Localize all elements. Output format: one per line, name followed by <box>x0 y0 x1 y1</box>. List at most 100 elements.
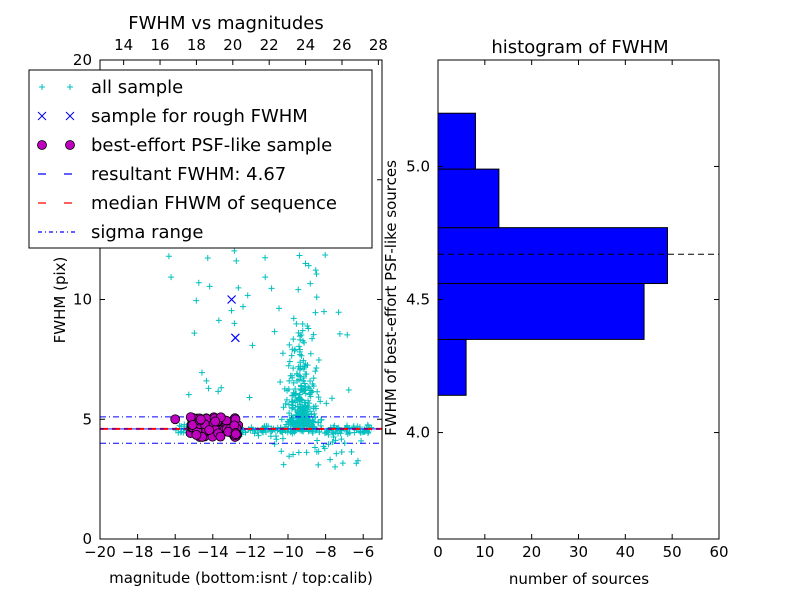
sample-point <box>279 435 286 442</box>
sample-point <box>299 422 306 429</box>
sample-point <box>286 358 293 365</box>
sample-point <box>191 330 198 337</box>
y-tick-label: 4.0 <box>406 424 430 442</box>
sample-point <box>268 285 275 292</box>
sample-point <box>293 412 300 419</box>
sample-point <box>289 398 296 405</box>
psf-sample-markers <box>170 412 244 442</box>
sample-point <box>298 352 305 359</box>
top-tick-label: 24 <box>296 36 315 54</box>
sample-point <box>296 366 303 373</box>
sample-point <box>312 368 319 375</box>
sample-point <box>277 378 284 385</box>
sample-point <box>295 363 302 370</box>
sample-point <box>288 352 295 359</box>
psf-sample-point <box>210 416 221 427</box>
sample-point <box>235 284 242 291</box>
x-tick-label: −16 <box>159 543 191 561</box>
sample-point <box>301 387 308 394</box>
legend-item: all sample <box>39 77 183 98</box>
legend-marker <box>65 140 75 150</box>
legend-label: all sample <box>91 77 183 98</box>
x-tick-label: 20 <box>522 543 541 561</box>
sample-point <box>262 254 269 261</box>
top-tick-label: 18 <box>187 36 206 54</box>
y-tick-label: 10 <box>73 291 92 309</box>
sample-point <box>283 396 290 403</box>
sample-point <box>293 370 300 377</box>
sample-point <box>329 395 336 402</box>
sample-point <box>331 422 338 429</box>
x-tick-label: 60 <box>709 543 728 561</box>
sample-point <box>198 369 205 376</box>
sample-point <box>305 262 312 269</box>
sample-point <box>307 377 314 384</box>
sample-point <box>327 456 334 463</box>
psf-sample-point <box>185 412 196 423</box>
sample-point <box>195 279 202 286</box>
x-tick-label: 50 <box>663 543 682 561</box>
sample-point <box>271 441 278 448</box>
sample-point <box>357 428 364 435</box>
sample-point <box>302 383 309 390</box>
sample-point <box>262 274 269 281</box>
sample-point <box>249 342 256 349</box>
sample-point <box>290 315 297 322</box>
rough-sample-point <box>230 333 240 343</box>
sample-point <box>330 434 337 441</box>
sample-point <box>302 390 309 397</box>
sample-point <box>299 321 306 328</box>
sample-point <box>255 432 262 439</box>
legend-label: resultant FWHM: 4.67 <box>91 164 286 185</box>
sample-point <box>295 449 302 456</box>
sample-point <box>228 307 235 314</box>
sample-point <box>322 252 329 259</box>
sample-point <box>300 357 307 364</box>
sample-point <box>279 350 286 357</box>
histogram-bar <box>437 112 476 170</box>
sample-point <box>302 260 309 267</box>
x-tick-label: −8 <box>315 543 337 561</box>
legend-box <box>28 69 373 249</box>
top-tick-label: 28 <box>369 36 388 54</box>
sample-point <box>267 433 274 440</box>
sample-point <box>286 453 293 460</box>
legend-label: sigma range <box>91 222 203 243</box>
top-tick-label: 16 <box>150 36 169 54</box>
sample-point <box>204 255 211 262</box>
sample-point <box>323 429 330 436</box>
histogram-bar <box>437 227 668 285</box>
psf-sample-point <box>195 414 206 425</box>
sample-point <box>290 379 297 386</box>
x-tick-label: −14 <box>197 543 229 561</box>
psf-sample-point <box>191 429 202 440</box>
scatter-y-label: FWHM (pix) <box>51 257 69 344</box>
psf-sample-point <box>170 414 181 425</box>
sample-point <box>311 410 318 417</box>
sample-point <box>307 350 314 357</box>
sample-point <box>282 400 289 407</box>
sample-point <box>168 274 175 281</box>
sample-point <box>338 436 345 443</box>
sample-point <box>344 331 351 338</box>
legend: all sample sample for rough FWHM best-effo… <box>28 69 373 249</box>
sample-point <box>215 317 222 324</box>
sample-point <box>302 415 309 422</box>
sample-point <box>314 437 321 444</box>
sample-point <box>309 417 316 424</box>
sample-point <box>306 385 313 392</box>
sample-point <box>335 309 342 316</box>
sample-point <box>312 403 319 410</box>
sample-point <box>304 420 311 427</box>
sample-point <box>296 333 303 340</box>
sample-point <box>300 374 307 381</box>
sample-point <box>271 328 278 335</box>
sample-point <box>206 283 213 290</box>
sample-point <box>297 373 304 380</box>
sample-point <box>343 428 350 435</box>
sample-point <box>307 280 314 287</box>
legend-item: resultant FWHM: 4.67 <box>38 164 286 185</box>
sample-point <box>218 384 225 391</box>
sample-point <box>333 450 340 457</box>
sample-point <box>290 451 297 458</box>
